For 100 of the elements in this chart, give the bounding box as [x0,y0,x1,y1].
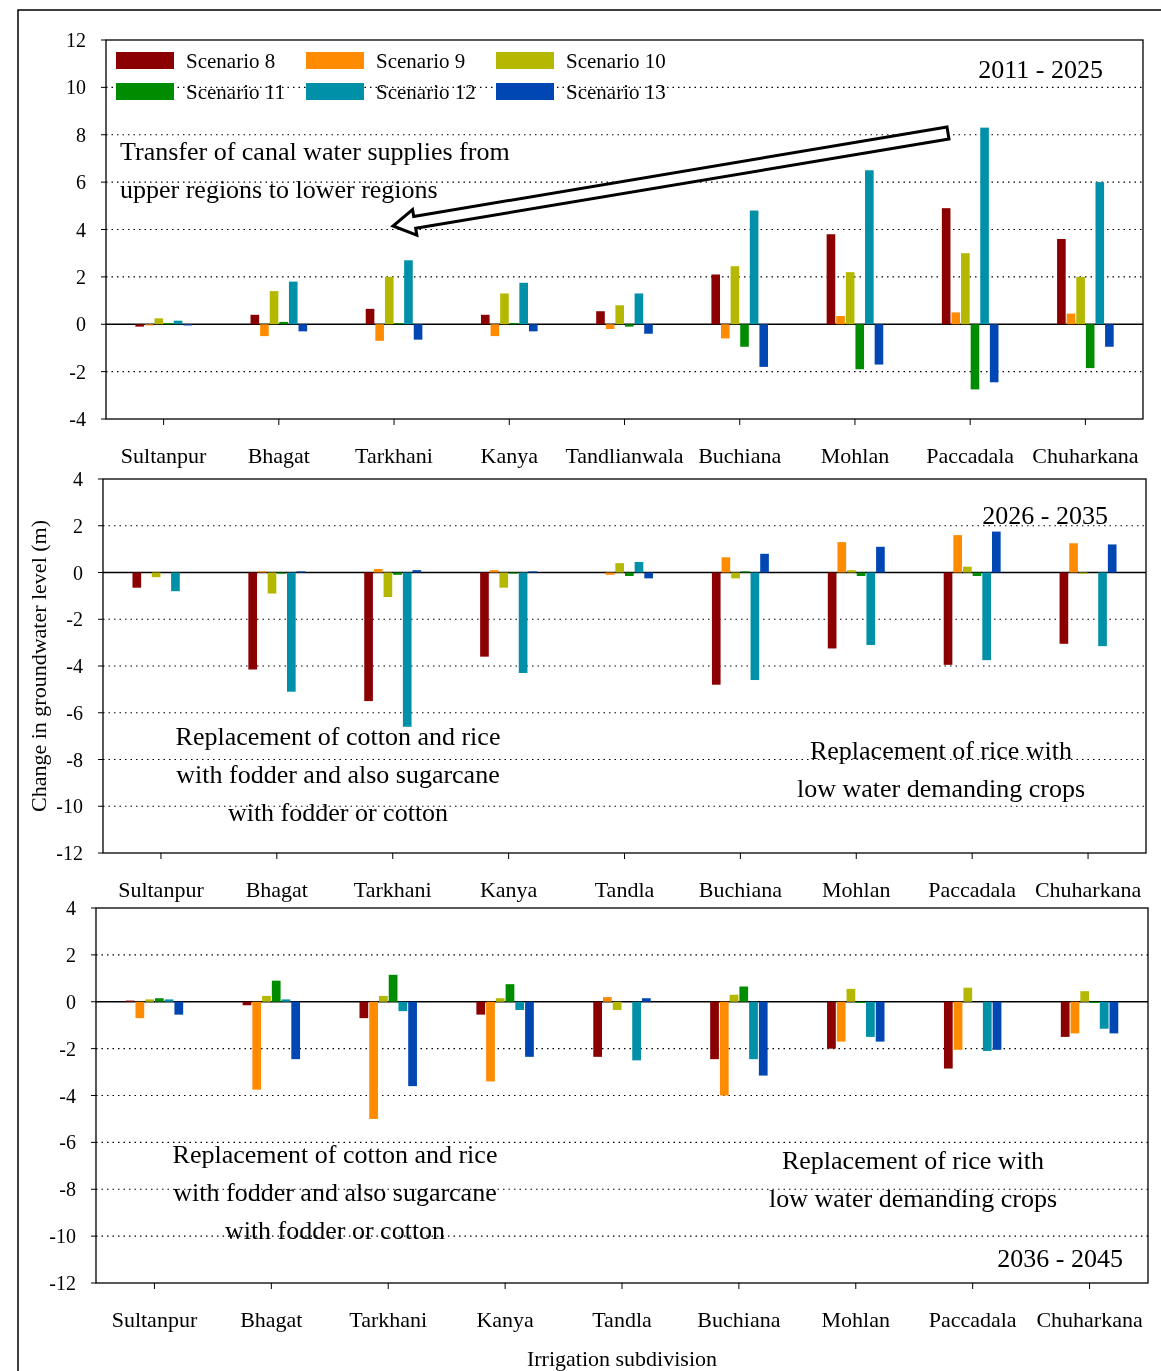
bar [943,1001,953,1069]
annotation: Replacement of cotton and rice with fodder and also sugarcane with fodder or cotton [172,1140,498,1245]
y-tick-label: -4 [66,655,83,677]
annotation: Transfer of canal water supplies from upper regions to lower regions [120,137,510,204]
bar [750,572,760,681]
bar [634,293,644,325]
y-tick-label: -4 [69,408,86,430]
x-tick-label: Chuharkana [1032,443,1139,468]
bar [364,572,373,702]
bar [413,324,423,340]
legend-label: Scenario 10 [566,49,666,74]
y-tick-label: -10 [56,795,83,818]
bar [298,324,308,332]
x-tick-label: Tarkhani [353,877,432,902]
bar [1070,1001,1080,1034]
bar [373,568,383,573]
bar [365,308,375,325]
bar [267,572,277,594]
bar [402,572,412,727]
bar [281,999,291,1002]
y-tick-label: 10 [66,76,86,99]
y-tick-label: 4 [76,218,86,241]
bar [154,318,164,325]
bar [145,999,154,1002]
y-tick-label: 2 [73,514,83,537]
x-tick-label: Sultanpur [120,443,208,468]
bar [486,1001,495,1082]
bar [953,1001,963,1050]
y-tick-label: -6 [59,1131,76,1154]
bar [845,272,855,325]
x-tick-label: Paccadala [928,1307,1017,1332]
bar [378,995,388,1002]
y-tick-label: 0 [73,561,83,584]
bar [1105,324,1114,347]
bar [605,324,615,329]
y-tick-label: -12 [56,842,83,864]
bar [1069,543,1078,573]
bar [1080,991,1090,1002]
legend-label: Scenario 12 [376,80,476,105]
bar [875,1001,885,1042]
bar [837,542,847,573]
bar [711,572,721,685]
bar [260,324,269,337]
bar [963,987,973,1002]
bar [154,998,164,1002]
bar [710,1001,719,1060]
bar [499,572,509,588]
bar [288,281,298,325]
bar [398,1001,408,1012]
y-tick-label: 4 [66,897,76,919]
bar [248,572,258,670]
x-tick-label: Tarkhani [355,443,433,468]
bar [490,324,500,337]
bar [412,570,422,573]
bar [615,305,624,325]
bar [518,572,528,674]
bar [980,127,989,325]
bar [593,1001,603,1057]
bar [758,1001,768,1076]
bar [855,324,865,370]
bar [375,324,384,341]
bar [982,572,991,661]
annotation: 2011 - 2025 [978,55,1103,84]
bar [876,546,885,573]
x-tick-label: Sultanpur [118,877,205,902]
y-tick-label: -6 [66,701,83,724]
bar [174,1001,184,1015]
bar [505,984,515,1002]
y-tick-label: 4 [73,468,83,490]
x-tick-label: Buchiana [698,877,783,902]
bar [721,557,731,573]
bar [476,1001,486,1015]
bar [644,324,653,334]
y-axis-title: Change in groundwater level (m) [26,519,51,813]
x-tick-label: Tandlianwala [565,443,684,468]
y-tick-label: 2 [66,943,76,966]
y-tick-label: -2 [66,608,83,631]
x-tick-label: Mohlan [821,1307,890,1332]
bar [1095,182,1105,325]
bar [992,1001,1002,1050]
bar [286,572,296,692]
bar [711,274,721,325]
legend-label: Scenario 9 [376,49,466,74]
x-tick-label: Buchiana [697,1307,781,1332]
bar [515,1001,525,1010]
bar [760,553,769,573]
bar [500,293,509,325]
bar [961,253,970,325]
bar [1076,276,1085,325]
annotation: Replacement of rice with low water demanding crops [768,1146,1058,1213]
y-tick-label: -4 [59,1084,76,1107]
bar [943,572,953,665]
bar [963,566,972,573]
bar [625,572,634,577]
y-tick-label: -2 [59,1037,76,1060]
bar [749,210,759,325]
bar [991,531,1001,573]
bar [866,572,876,645]
y-tick-label: 6 [76,171,86,194]
bar [865,170,874,325]
